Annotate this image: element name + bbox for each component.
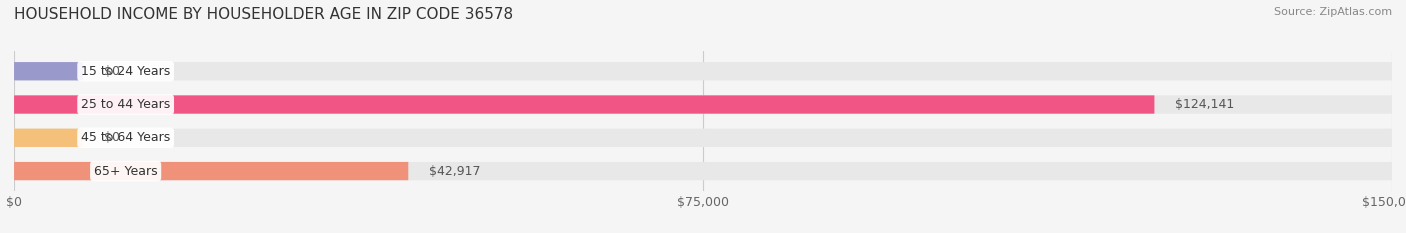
- Text: $0: $0: [104, 65, 120, 78]
- Text: $0: $0: [104, 131, 120, 144]
- FancyBboxPatch shape: [14, 62, 83, 80]
- FancyBboxPatch shape: [14, 162, 1392, 180]
- Text: 25 to 44 Years: 25 to 44 Years: [82, 98, 170, 111]
- Text: 65+ Years: 65+ Years: [94, 164, 157, 178]
- Text: HOUSEHOLD INCOME BY HOUSEHOLDER AGE IN ZIP CODE 36578: HOUSEHOLD INCOME BY HOUSEHOLDER AGE IN Z…: [14, 7, 513, 22]
- Text: $42,917: $42,917: [429, 164, 481, 178]
- Text: 45 to 64 Years: 45 to 64 Years: [82, 131, 170, 144]
- FancyBboxPatch shape: [14, 162, 408, 180]
- FancyBboxPatch shape: [14, 95, 1392, 114]
- FancyBboxPatch shape: [14, 62, 1392, 80]
- FancyBboxPatch shape: [14, 95, 1154, 114]
- Text: 15 to 24 Years: 15 to 24 Years: [82, 65, 170, 78]
- FancyBboxPatch shape: [14, 129, 83, 147]
- Text: $124,141: $124,141: [1175, 98, 1234, 111]
- Text: Source: ZipAtlas.com: Source: ZipAtlas.com: [1274, 7, 1392, 17]
- FancyBboxPatch shape: [14, 129, 1392, 147]
